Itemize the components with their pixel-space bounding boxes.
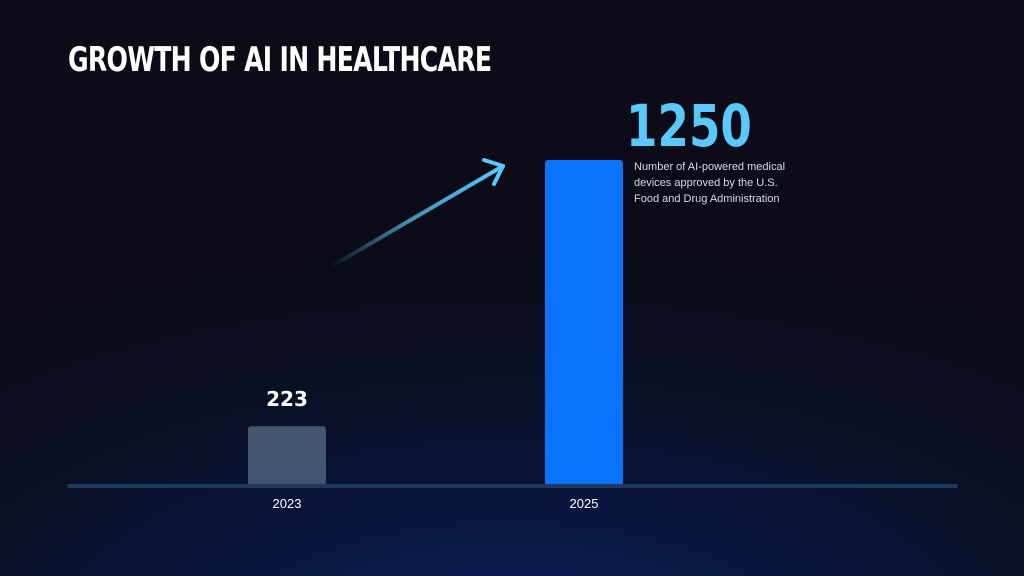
labels-layer: 2023 223 2025 — [266, 387, 598, 511]
x-axis-baseline — [67, 484, 958, 488]
bar-2023 — [248, 426, 326, 486]
bars-layer — [248, 160, 623, 486]
trend-arrow-icon — [330, 158, 505, 268]
bar-2025 — [545, 160, 623, 486]
slide-title: GROWTH OF AI IN HEALTHCARE — [68, 40, 492, 80]
x-tick-label-2023: 2023 — [273, 496, 302, 511]
bar-value-label-2023: 223 — [266, 387, 308, 411]
x-tick-label-2025: 2025 — [570, 496, 599, 511]
highlight-value: 1250 — [626, 92, 752, 160]
highlight-description: Number of AI-powered medical devices app… — [634, 161, 786, 205]
